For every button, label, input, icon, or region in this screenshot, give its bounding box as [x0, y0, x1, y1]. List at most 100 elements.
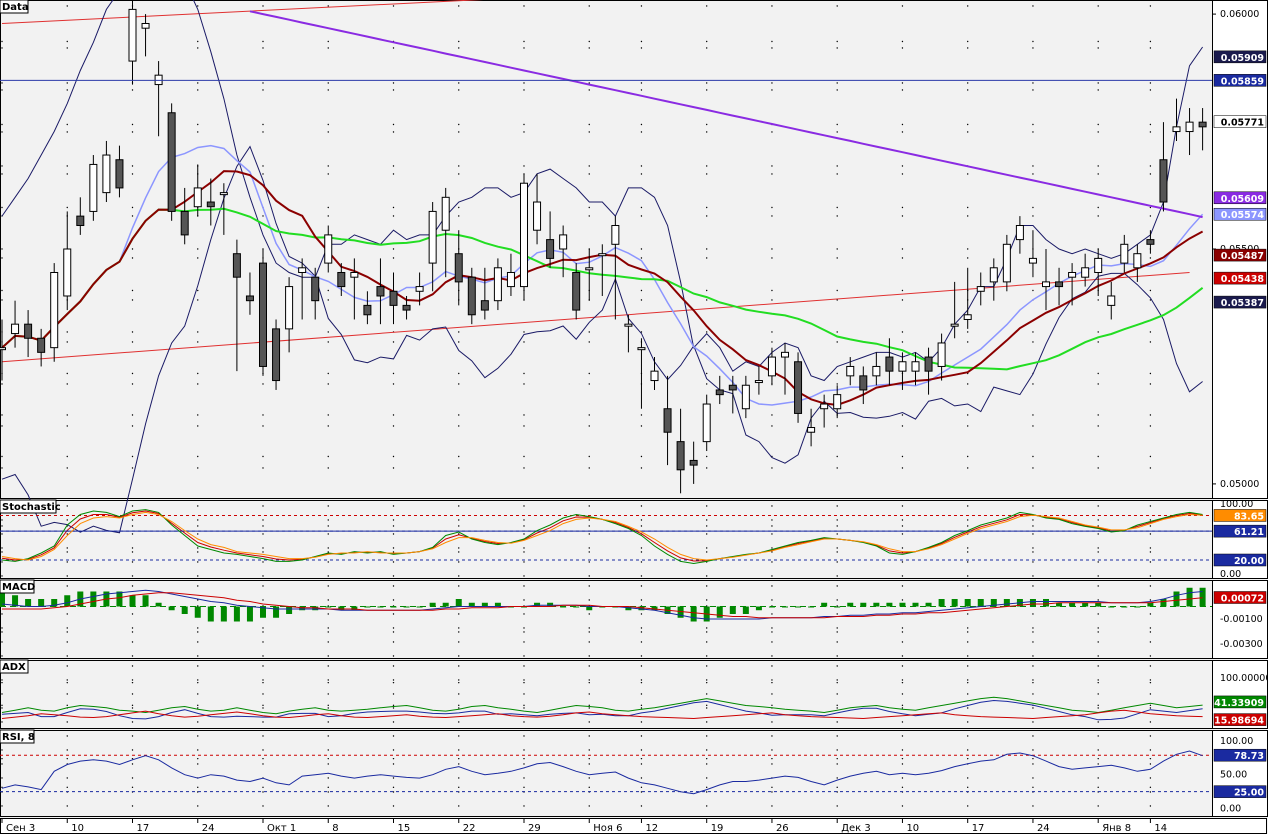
- grid-dot: [392, 704, 395, 707]
- grid-dot: [458, 173, 460, 175]
- grid-dot: [1149, 299, 1152, 301]
- grid-dot: [327, 455, 329, 458]
- grid-dot: [640, 414, 643, 416]
- candle-body: [859, 375, 868, 391]
- grid-dot: [901, 749, 904, 751]
- grid-dot: [262, 165, 264, 167]
- grid-dot: [836, 721, 838, 723]
- grid-dot: [1032, 455, 1034, 458]
- grid-dot: [640, 721, 643, 723]
- grid-dot: [901, 40, 904, 43]
- grid-dot: [1149, 631, 1152, 633]
- grid-dot: [967, 693, 969, 695]
- date-label: 14: [1154, 823, 1167, 834]
- grid-dot: [392, 693, 395, 695]
- candle-body: [820, 403, 829, 410]
- grid-dot: [1097, 165, 1099, 167]
- grid-dot: [66, 627, 68, 629]
- grid-dot: [1, 721, 3, 723]
- grid-dot: [1, 383, 3, 385]
- macd-hist-bar: [168, 606, 175, 611]
- grid-dot: [1149, 383, 1152, 385]
- grid-dot: [1097, 655, 1099, 657]
- grid-dot: [771, 299, 773, 301]
- grid-dot: [588, 665, 590, 667]
- grid-dot: [523, 82, 525, 84]
- macd-hist-bar: [990, 599, 997, 607]
- grid-dot: [131, 89, 134, 91]
- date-label: 19: [711, 823, 724, 834]
- macd-hist-bar: [729, 606, 736, 614]
- grid-dot: [1097, 721, 1099, 723]
- grid-dot: [836, 551, 838, 553]
- grid-dot: [1, 533, 3, 535]
- grid-dot: [327, 215, 329, 217]
- grid-dot: [588, 631, 590, 633]
- grid-dot: [1, 707, 3, 709]
- grid-dot: [588, 655, 590, 657]
- grid-dot: [1149, 791, 1152, 793]
- grid-dot: [1032, 533, 1034, 535]
- grid-dot: [967, 627, 969, 629]
- grid-dot: [1149, 665, 1152, 667]
- grid-dot: [392, 257, 395, 259]
- candle-body: [1120, 243, 1129, 264]
- grid-dot: [1097, 505, 1099, 507]
- grid-dot: [1, 575, 3, 577]
- indicator-line-1: [2, 592, 1203, 619]
- rsi-pane[interactable]: [0, 750, 1212, 795]
- grid-dot: [1149, 547, 1152, 549]
- grid-dot: [901, 289, 904, 292]
- stoch-tag: 83.65: [1234, 511, 1264, 522]
- grid-dot: [1032, 681, 1034, 684]
- stochastic-pane[interactable]: [0, 509, 1212, 565]
- grid-dot: [197, 585, 199, 587]
- grid-dot: [640, 561, 643, 563]
- candle-body: [128, 8, 137, 62]
- grid-dot: [640, 749, 643, 751]
- macd-pane[interactable]: [0, 587, 1212, 622]
- grid-dot: [588, 735, 590, 737]
- grid-dot: [771, 341, 773, 343]
- grid-dot: [836, 704, 838, 707]
- grid-dot: [706, 131, 708, 133]
- grid-dot: [901, 47, 904, 49]
- grid-dot: [1032, 425, 1034, 427]
- grid-dot: [836, 631, 838, 633]
- grid-dot: [1032, 551, 1034, 553]
- grid-dot: [967, 206, 969, 209]
- grid-dot: [1149, 331, 1152, 333]
- grid-dot: [1149, 414, 1152, 416]
- grid-dot: [1032, 519, 1034, 521]
- grid-dot: [66, 505, 68, 507]
- grid-dot: [1149, 425, 1152, 427]
- grid-dot: [392, 551, 395, 553]
- grid-dot: [66, 455, 68, 458]
- grid-dot: [197, 693, 199, 695]
- price-tag-bg: [1213, 50, 1267, 64]
- grid-dot: [640, 763, 643, 765]
- grid-dot: [392, 131, 395, 133]
- grid-dot: [66, 631, 68, 633]
- grid-dot: [458, 82, 460, 84]
- adx-pane[interactable]: [1, 696, 1203, 721]
- grid-dot: [262, 551, 264, 553]
- grid-dot: [262, 681, 264, 684]
- grid-dot: [836, 749, 838, 751]
- grid-dot: [1097, 82, 1099, 84]
- macd-hist-bar: [1082, 602, 1089, 607]
- price-pane[interactable]: [0, 0, 1212, 534]
- pane-frame-rsi: [0, 730, 1213, 817]
- grid-dot: [392, 805, 395, 807]
- rsi-tick-label: 0.00: [1220, 804, 1241, 815]
- grid-dot: [458, 215, 460, 217]
- grid-dot: [327, 721, 329, 723]
- grid-dot: [131, 575, 134, 577]
- grid-dot: [1, 681, 3, 684]
- grid-dot: [706, 525, 708, 527]
- grid-dot: [706, 40, 708, 43]
- grid-dot: [458, 505, 460, 507]
- grid-dot: [640, 693, 643, 695]
- grid-dot: [1149, 735, 1152, 737]
